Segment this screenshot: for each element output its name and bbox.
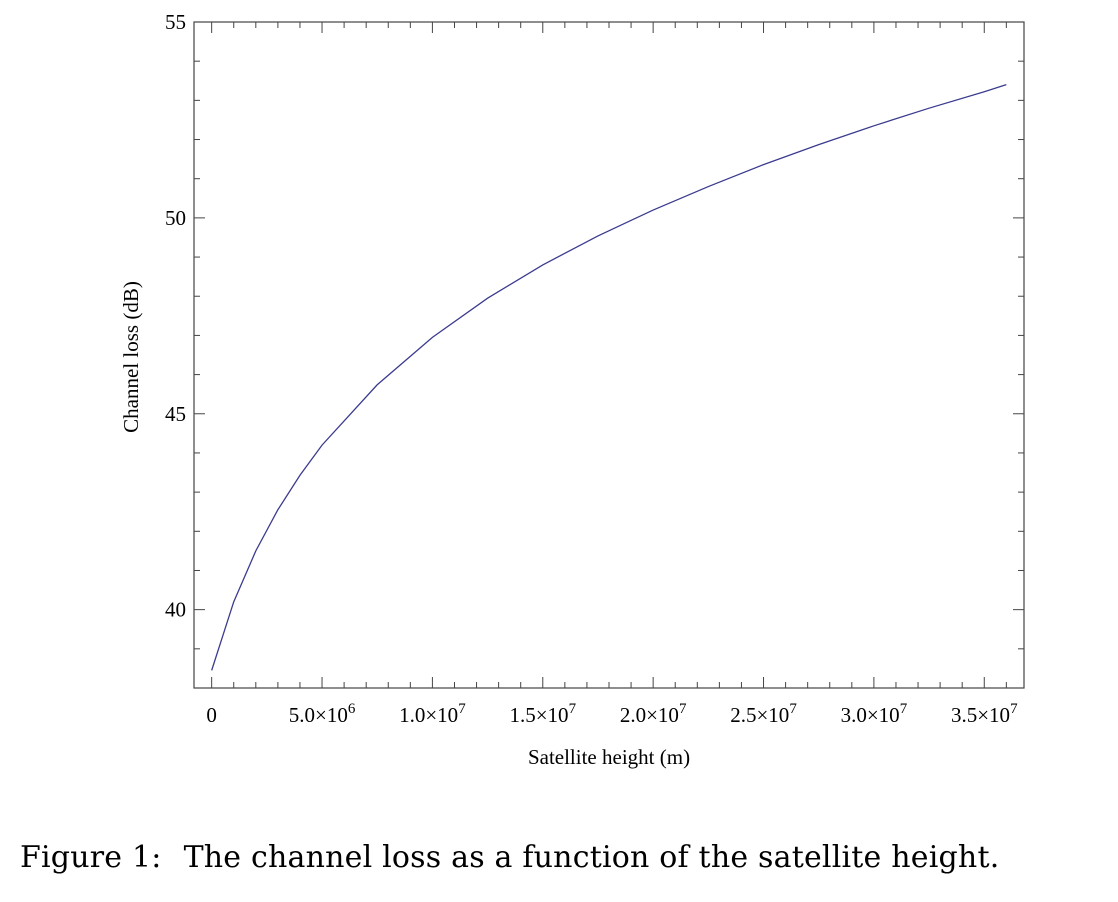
x-tick-label: 3.5×107 — [951, 701, 1018, 727]
x-tick-label: 2.0×107 — [620, 701, 687, 727]
x-tick-label: 0 — [206, 703, 217, 727]
y-tick-label: 40 — [165, 598, 186, 622]
x-tick-label: 5.0×106 — [289, 701, 356, 727]
ticks — [194, 21, 1024, 689]
y-axis-label: Channel loss (dB) — [119, 281, 143, 433]
chart: 0 5.0×106 1.0×107 1.5×107 2.0×107 2.5×107 3.0×… — [119, 10, 1025, 769]
x-axis-label: Satellite height (m) — [528, 745, 690, 769]
plot-frame — [193, 21, 1025, 689]
x-tick-label: 1.5×107 — [509, 701, 576, 727]
figure-number: Figure 1: — [20, 840, 162, 875]
x-tick-label: 3.0×107 — [841, 701, 908, 727]
y-tick-label: 45 — [165, 402, 186, 426]
y-tick-label: 50 — [165, 206, 186, 230]
figure-caption: Figure 1: The channel loss as a function … — [20, 840, 1115, 875]
x-tick-label: 1.0×107 — [399, 701, 466, 727]
x-tick-label: 2.5×107 — [730, 701, 797, 727]
series-line — [211, 84, 1007, 671]
tick-labels: 0 5.0×106 1.0×107 1.5×107 2.0×107 2.5×107 3.0×… — [165, 10, 1018, 727]
figure-caption-text: The channel loss as a function of the sa… — [183, 840, 1000, 875]
y-tick-label: 55 — [165, 10, 186, 34]
